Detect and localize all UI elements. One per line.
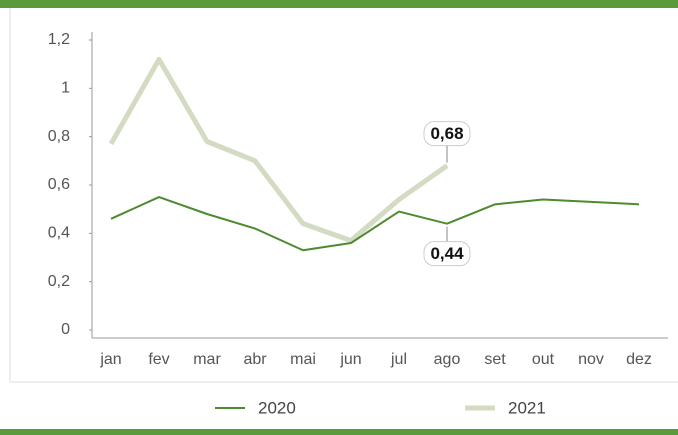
top-band — [0, 0, 678, 8]
x-tick-label: jun — [339, 351, 361, 368]
y-tick-label: 1,2 — [48, 31, 70, 48]
data-label: 0,44 — [430, 244, 464, 263]
series-line — [110, 196, 640, 252]
x-tick-label: set — [484, 351, 506, 368]
y-tick-label: 0,8 — [48, 128, 70, 145]
x-tick-label: nov — [578, 351, 604, 368]
x-tick-label: jul — [390, 351, 407, 368]
y-tick-label: 0,6 — [48, 176, 70, 193]
y-tick-label: 1 — [61, 80, 70, 97]
callout-box — [423, 241, 471, 267]
y-tick-label: 0 — [61, 321, 70, 338]
bottom-band — [0, 429, 678, 435]
x-tick-label: jan — [99, 351, 121, 368]
x-tick-label: abr — [243, 351, 267, 368]
x-tick-label: dez — [626, 351, 652, 368]
y-tick-label: 0,2 — [48, 273, 70, 290]
legend-label: 2021 — [508, 398, 546, 417]
data-label: 0,68 — [430, 124, 463, 143]
x-tick-label: mai — [290, 351, 316, 368]
x-tick-label: ago — [434, 351, 461, 368]
y-tick-label: 0,4 — [48, 225, 70, 242]
callout-box — [423, 121, 471, 147]
series-line — [108, 56, 449, 244]
legend-label: 2020 — [258, 398, 296, 417]
x-tick-label: out — [532, 351, 555, 368]
x-tick-label: mar — [193, 351, 221, 368]
x-tick-label: fev — [148, 351, 169, 368]
